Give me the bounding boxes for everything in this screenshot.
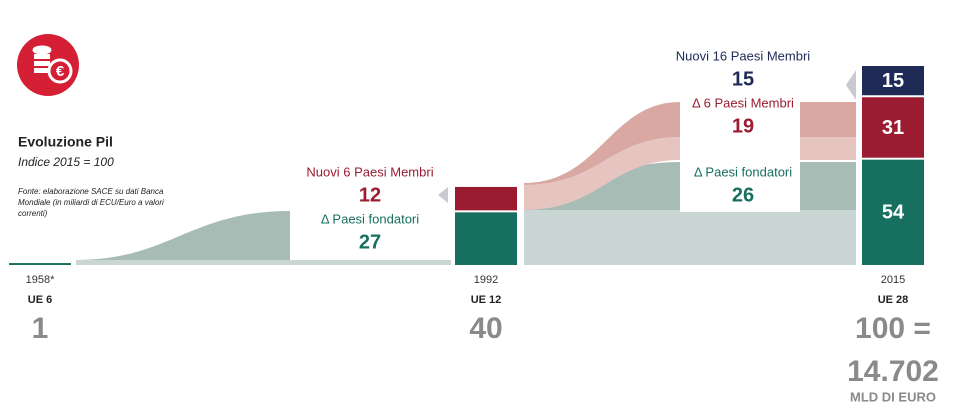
flow-value: 19	[732, 115, 754, 137]
group: UE 12	[471, 294, 502, 306]
index: 100 =	[855, 312, 931, 345]
group: UE 6	[28, 294, 52, 306]
bar-label: 54	[882, 202, 905, 224]
year: 2015	[881, 274, 905, 286]
bar-segment	[9, 263, 71, 265]
bar-segment	[862, 159, 924, 265]
total: 14.702	[847, 355, 939, 388]
flow-value: 15	[732, 68, 754, 90]
flow-label: Nuovi 6 Paesi Membri	[306, 164, 433, 179]
flow-label: Δ 6 Paesi Membri	[692, 95, 794, 110]
year: 1992	[474, 274, 498, 286]
bar-segment	[862, 97, 924, 158]
source: correnti)	[18, 209, 48, 218]
svg-text:€: €	[56, 63, 65, 80]
flow-value: 27	[359, 231, 381, 253]
total-unit: MLD DI EURO	[850, 389, 936, 404]
bar-segment	[455, 186, 517, 211]
flow-value: 12	[359, 184, 381, 206]
bar-segment	[862, 66, 924, 96]
flow-label: Δ Paesi fondatori	[321, 211, 419, 226]
flow-label: Nuovi 16 Paesi Membri	[676, 48, 810, 63]
coin-icon: €	[32, 45, 73, 84]
source: Fonte: elaborazione SACE su dati Banca	[18, 187, 164, 196]
bar-segment	[455, 212, 517, 265]
flow-value: 26	[732, 184, 754, 206]
group: UE 28	[878, 294, 909, 306]
source: Mondiale (in miliardi di ECU/Euro a valo…	[18, 198, 164, 207]
index: 40	[469, 312, 502, 345]
bar-label: 15	[882, 70, 904, 92]
flows	[76, 70, 856, 265]
flow-label: Δ Paesi fondatori	[694, 164, 792, 179]
index: 1	[32, 312, 49, 345]
year: 1958*	[26, 274, 55, 286]
title: Evoluzione Pil	[18, 134, 113, 150]
subtitle: Indice 2015 = 100	[18, 155, 114, 169]
bar-label: 31	[882, 117, 904, 139]
